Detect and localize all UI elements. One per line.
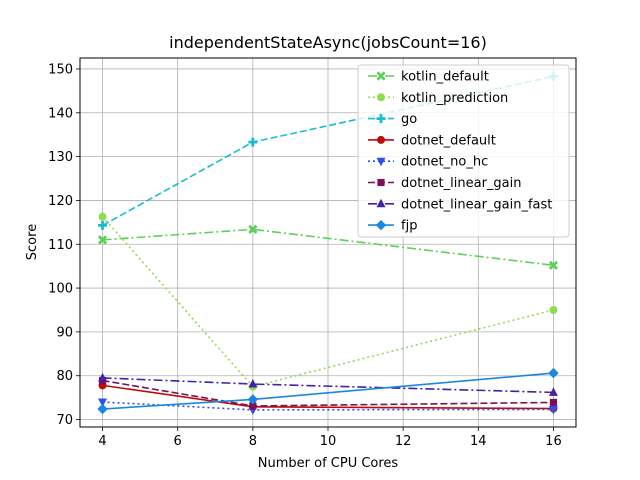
- x-tick-label: 4: [98, 434, 106, 449]
- legend-marker: [377, 135, 385, 144]
- data-point: [248, 137, 258, 147]
- legend-marker: [376, 157, 386, 167]
- data-point: [97, 403, 108, 415]
- y-tick-label: 120: [48, 194, 73, 209]
- legend-item: dotnet_no_hc: [368, 155, 488, 170]
- data-point: [98, 372, 108, 382]
- data-point: [97, 235, 108, 245]
- legend-marker: [377, 178, 385, 187]
- data-point: [548, 367, 559, 379]
- y-tick-label: 100: [48, 282, 73, 297]
- legend-label: dotnet_linear_gain: [401, 176, 521, 191]
- legend-marker: [375, 219, 387, 231]
- legend-label: dotnet_linear_gain_fast: [401, 197, 552, 212]
- legend-marker: [376, 114, 386, 124]
- x-tick-label: 8: [249, 434, 257, 449]
- legend-item: kotlin_prediction: [368, 91, 508, 106]
- legend-marker: [376, 198, 386, 208]
- legend-label: kotlin_default: [401, 70, 489, 85]
- series-layer: [97, 71, 559, 415]
- y-tick-label: 150: [48, 62, 73, 77]
- legend-item: fjp: [368, 219, 417, 234]
- data-point: [249, 402, 257, 410]
- x-tick-label: 12: [395, 434, 412, 449]
- legend-label: dotnet_default: [401, 133, 496, 148]
- y-tick-label: 110: [48, 238, 73, 253]
- data-point: [548, 387, 558, 396]
- legend-marker: [377, 93, 385, 102]
- data-point: [248, 379, 258, 388]
- legend-box: [357, 64, 570, 238]
- data-point: [98, 220, 108, 230]
- y-tick-label: 140: [48, 106, 73, 121]
- x-tick-label: 6: [174, 434, 182, 449]
- legend-label: dotnet_no_hc: [401, 155, 488, 170]
- data-point: [247, 394, 259, 405]
- data-point: [548, 260, 559, 270]
- legend-item: go: [368, 112, 417, 127]
- series-fjp: [97, 367, 559, 415]
- x-axis-title: Number of CPU Cores: [258, 456, 399, 471]
- legend-marker: [376, 71, 386, 81]
- legend-label: go: [401, 112, 417, 127]
- y-tick-label: 70: [56, 413, 73, 428]
- series-kotlin-default: [97, 224, 559, 270]
- y-axis-title: Score: [25, 224, 40, 260]
- series-dotnet-linear-gain-fast: [98, 372, 558, 396]
- y-tick-label: 130: [48, 150, 73, 165]
- grid: [80, 58, 576, 427]
- data-point: [548, 405, 558, 415]
- data-point: [98, 398, 108, 408]
- chart-title: independentStateAsync(jobsCount=16): [169, 33, 487, 52]
- legend-label: fjp: [401, 219, 417, 234]
- legend-item: dotnet_linear_gain: [368, 176, 521, 191]
- legend-item: dotnet_default: [368, 133, 496, 148]
- ticks: 4 6 8 10 12 14 16 70 80 90 100 110 120 130 140 150: [48, 62, 562, 449]
- y-tick-label: 80: [56, 369, 73, 384]
- x-tick-label: 14: [470, 434, 487, 449]
- series-line: [102, 228, 554, 267]
- x-tick-label: 16: [545, 434, 562, 449]
- x-tick-label: 10: [320, 434, 337, 449]
- data-point: [98, 212, 107, 221]
- legend-item: dotnet_linear_gain_fast: [368, 197, 552, 212]
- data-point: [549, 305, 558, 314]
- data-point: [549, 398, 558, 407]
- legend-label: kotlin_prediction: [401, 91, 508, 106]
- y-tick-label: 90: [56, 325, 73, 340]
- legend-item: kotlin_default: [368, 70, 489, 85]
- data-point: [248, 224, 258, 234]
